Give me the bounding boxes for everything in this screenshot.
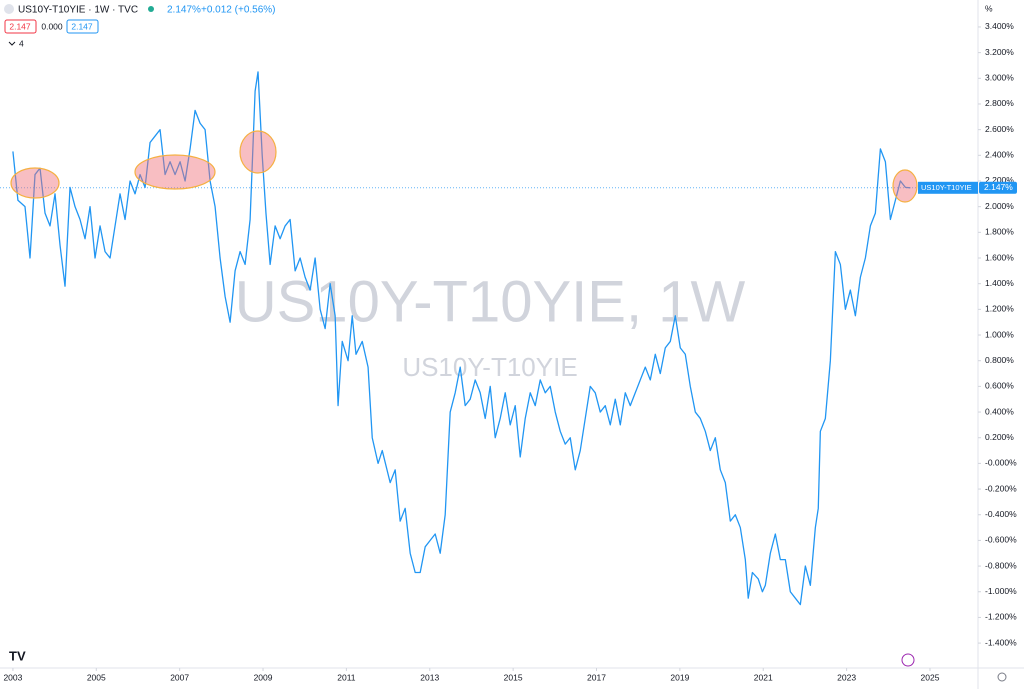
axis-unit: % bbox=[985, 3, 993, 13]
highlight bbox=[239, 130, 277, 174]
y-tick-label: 0.800% bbox=[985, 355, 1014, 365]
y-tick-label: 1.800% bbox=[985, 227, 1014, 237]
y-tick-label: -0.200% bbox=[985, 483, 1017, 493]
x-tick-label: 2017 bbox=[587, 672, 606, 682]
event-icon[interactable] bbox=[901, 653, 915, 667]
highlights bbox=[10, 130, 918, 203]
price-tag-name: US10Y-T10YIE bbox=[921, 183, 972, 192]
x-tick-label: 2025 bbox=[921, 672, 940, 682]
highlight bbox=[134, 154, 216, 190]
y-tick-label: -1.000% bbox=[985, 586, 1017, 596]
x-tick-label: 2013 bbox=[420, 672, 439, 682]
y-tick-label: 0.400% bbox=[985, 406, 1014, 416]
y-tick-label: 1.200% bbox=[985, 304, 1014, 314]
y-tick-label: -0.800% bbox=[985, 560, 1017, 570]
x-tick-label: 2023 bbox=[837, 672, 856, 682]
y-tick-label: 2.600% bbox=[985, 124, 1014, 134]
symbol-icon bbox=[4, 4, 14, 14]
y-tick-label: 2.800% bbox=[985, 98, 1014, 108]
x-tick-label: 2019 bbox=[670, 672, 689, 682]
x-tick-label: 2021 bbox=[754, 672, 773, 682]
y-tick-label: -0.000% bbox=[985, 458, 1017, 468]
x-tick-label: 2005 bbox=[87, 672, 106, 682]
y-tick-label: 0.200% bbox=[985, 432, 1014, 442]
last-price: 2.147% bbox=[167, 5, 201, 16]
y-tick-label: 3.400% bbox=[985, 21, 1014, 31]
collapse-icon[interactable] bbox=[8, 41, 16, 46]
spread: 0.000 bbox=[41, 21, 63, 31]
y-tick-label: 2.200% bbox=[985, 175, 1014, 185]
market-status[interactable] bbox=[148, 6, 154, 12]
x-tick-label: 2003 bbox=[3, 672, 22, 682]
price-tag-value-box bbox=[979, 181, 1017, 194]
highlight bbox=[10, 167, 60, 199]
y-tick-label: -1.400% bbox=[985, 637, 1017, 647]
x-tick-label: 2009 bbox=[254, 672, 273, 682]
price-tag-value: 2.147% bbox=[984, 182, 1013, 192]
y-tick-label: 1.600% bbox=[985, 252, 1014, 262]
x-tick-label: 2015 bbox=[504, 672, 523, 682]
series-line bbox=[12, 71, 911, 606]
y-tick-label: -0.600% bbox=[985, 535, 1017, 545]
y-tick-label: 3.000% bbox=[985, 73, 1014, 83]
price-change: +0.012 (+0.56%) bbox=[201, 5, 276, 16]
logo: TV bbox=[9, 648, 26, 663]
highlight bbox=[892, 169, 918, 203]
settings-icon[interactable] bbox=[997, 672, 1007, 682]
y-tick-label: 3.200% bbox=[985, 47, 1014, 57]
price-tag-name-box bbox=[918, 181, 978, 194]
y-tick-label: 2.000% bbox=[985, 201, 1014, 211]
ask: 2.147 bbox=[71, 21, 93, 31]
price-tag: US10Y-T10YIE 2.147% bbox=[918, 181, 1017, 194]
bid: 2.147 bbox=[9, 21, 31, 31]
x-tick-label: 2011 bbox=[337, 672, 356, 682]
x-tick-label: 2007 bbox=[170, 672, 189, 682]
y-tick-label: -1.200% bbox=[985, 612, 1017, 622]
y-tick-label: 1.400% bbox=[985, 278, 1014, 288]
indicator-count: 4 bbox=[19, 38, 24, 48]
y-tick-label: 1.000% bbox=[985, 329, 1014, 339]
bid-box[interactable] bbox=[4, 19, 37, 34]
symbol-title: US10Y-T10YIE · 1W · TVC bbox=[18, 5, 138, 16]
y-tick-label: 0.600% bbox=[985, 381, 1014, 391]
watermark-sub: US10Y-T10YIE bbox=[402, 352, 577, 382]
y-tick-label: 2.400% bbox=[985, 150, 1014, 160]
y-tick-label: -0.400% bbox=[985, 509, 1017, 519]
ask-box[interactable] bbox=[66, 19, 99, 34]
